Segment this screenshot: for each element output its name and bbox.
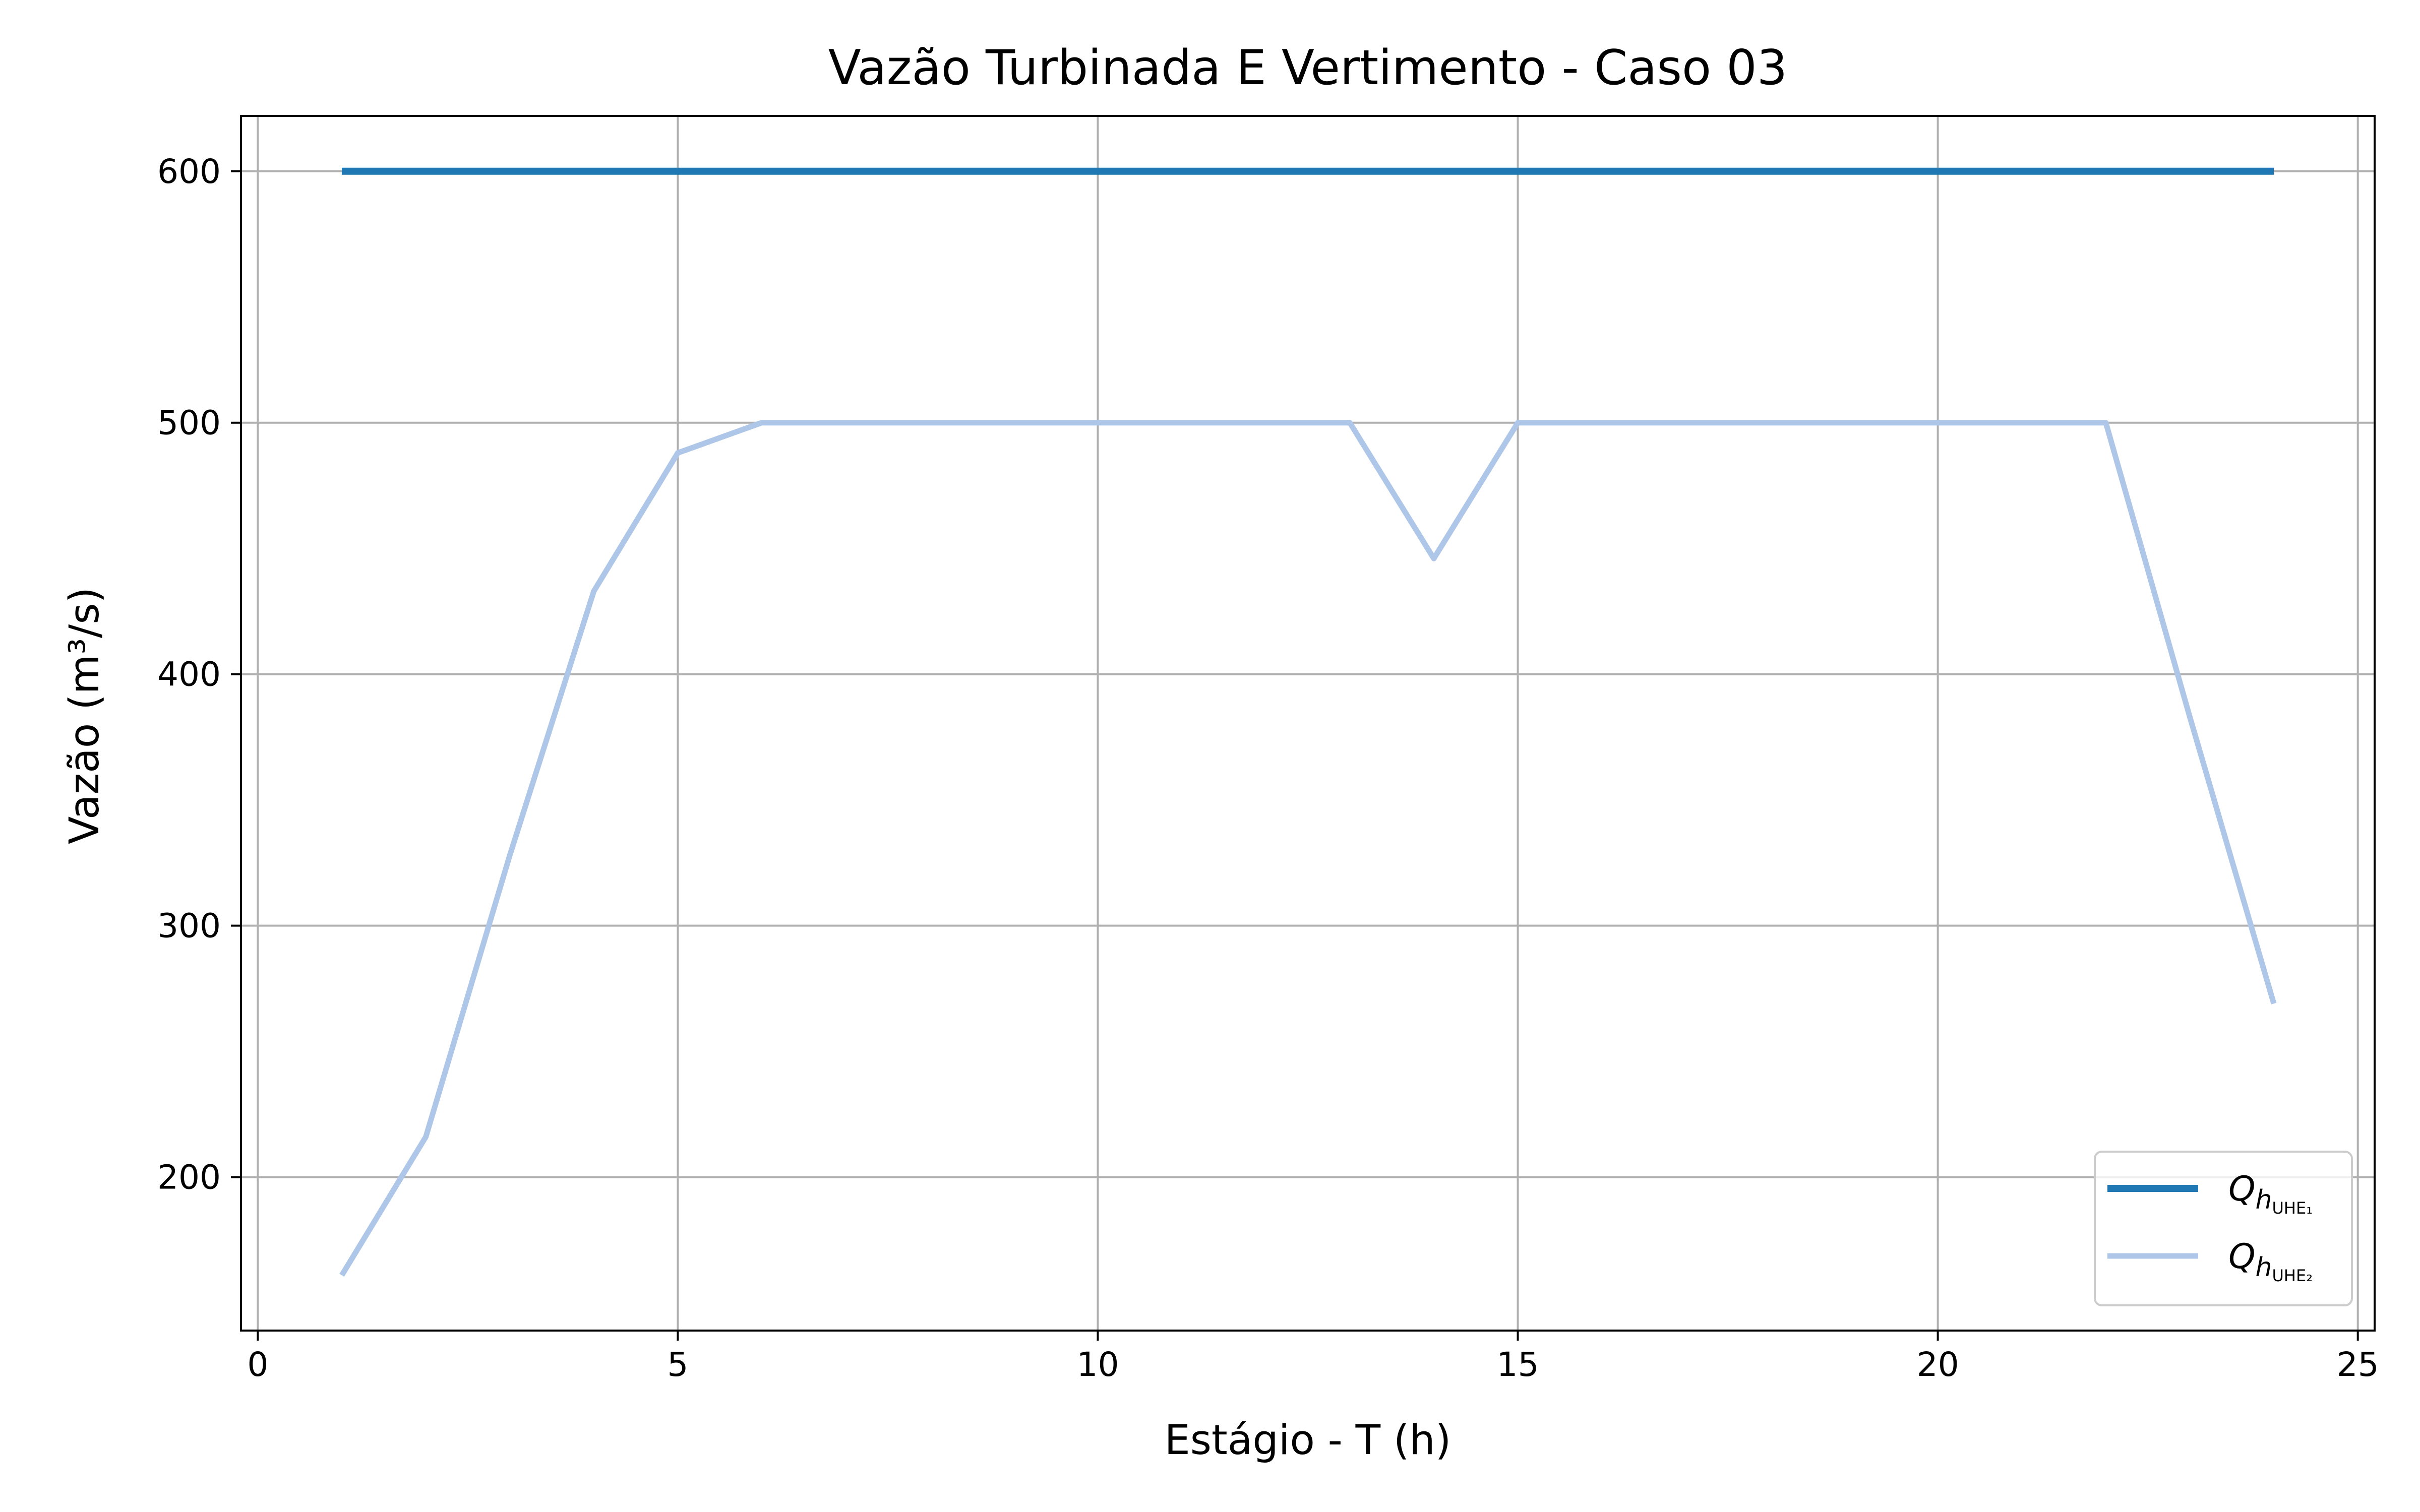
series-1-point	[929, 171, 930, 172]
series-1-point	[1518, 171, 1519, 172]
series-1-point	[1265, 171, 1266, 172]
series-2-point	[1769, 422, 1770, 423]
series-2-point	[2189, 717, 2190, 718]
series-1-point	[341, 171, 342, 172]
series-2-point	[1938, 422, 1939, 423]
series-2-point	[929, 422, 930, 423]
legend-box	[2094, 1151, 2353, 1306]
series-2-point	[2021, 422, 2022, 423]
series-1-point	[1433, 171, 1434, 172]
series-1-point	[1685, 171, 1686, 172]
x-axis-label: Estágio - T (h)	[1165, 1417, 1451, 1464]
series-2-point	[1265, 422, 1266, 423]
legend-label-1: QhUHE₁	[2228, 1169, 2313, 1218]
y-tick-label: 500	[157, 404, 221, 443]
y-tick-label: 200	[157, 1158, 221, 1197]
x-tick-label: 0	[247, 1345, 268, 1384]
series-line-2	[339, 420, 2277, 1277]
x-tick-label: 15	[1497, 1345, 1539, 1384]
series-2-point	[2273, 1003, 2274, 1004]
x-tick-label: 10	[1076, 1345, 1119, 1384]
series-1-point	[2273, 171, 2274, 172]
series-1-point	[426, 171, 427, 172]
legend: QhUHE₁ QhUHE₂	[2094, 1151, 2353, 1306]
series-2-point	[341, 1275, 342, 1276]
series-2-point	[1601, 422, 1602, 423]
series-2-point	[1853, 422, 1854, 423]
series-2-point	[1097, 422, 1098, 423]
series-1-point	[509, 171, 510, 172]
y-tick-label: 400	[157, 655, 221, 694]
series-2-point	[1349, 422, 1350, 423]
series-2-point	[1685, 422, 1686, 423]
x-axis-ticks: 0 5 10 15 20 25	[247, 1331, 2379, 1384]
series-1-point	[1181, 171, 1182, 172]
series-1-point	[593, 171, 594, 172]
series-2-point	[677, 453, 678, 454]
series-2-point	[593, 591, 594, 592]
y-tick-label: 600	[157, 152, 221, 191]
legend-label-2: QhUHE₂	[2228, 1237, 2313, 1285]
series-1-point	[1769, 171, 1770, 172]
series-1-point	[1013, 171, 1014, 172]
series-2-point	[426, 1137, 427, 1138]
series-1-point	[845, 171, 846, 172]
series-1-point	[1349, 171, 1350, 172]
series-2-point	[1518, 422, 1519, 423]
series-1-point	[677, 171, 678, 172]
series-1-point	[2189, 171, 2190, 172]
series-1-point	[1853, 171, 1854, 172]
series-1-point	[761, 171, 762, 172]
y-axis-label: Vazão (m³/s)	[61, 587, 108, 844]
x-tick-label: 5	[667, 1345, 688, 1384]
series-2-point	[1181, 422, 1182, 423]
chart-title: Vazão Turbinada E Vertimento - Caso 03	[828, 40, 1787, 96]
series-2-point	[1013, 422, 1014, 423]
series-1-point	[2105, 171, 2106, 172]
series-2-point	[761, 422, 762, 423]
series-2-point	[1433, 558, 1434, 559]
plot-frame	[240, 115, 2376, 1332]
series-1-point	[1097, 171, 1098, 172]
y-axis-ticks: 200 300 400 500 600	[157, 152, 241, 1197]
series-1-point	[1938, 171, 1939, 172]
series-2-point	[845, 422, 846, 423]
series-2-point	[509, 855, 510, 856]
series-lines	[339, 167, 2277, 1277]
x-tick-label: 20	[1917, 1345, 1959, 1384]
y-tick-label: 300	[157, 907, 221, 946]
series-1-point	[1601, 171, 1602, 172]
x-tick-label: 25	[2337, 1345, 2379, 1384]
series-1-point	[2021, 171, 2022, 172]
series-2-point	[2105, 422, 2106, 423]
grid-lines	[241, 116, 2375, 1331]
